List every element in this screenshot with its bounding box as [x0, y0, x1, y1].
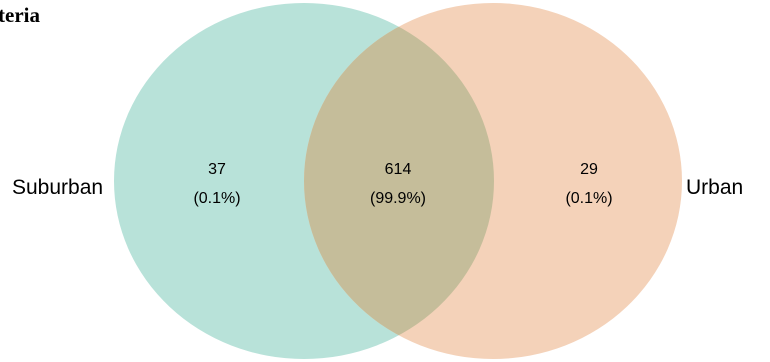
intersection-percent: (99.9%) [370, 190, 426, 207]
diagram-title: teria [0, 3, 40, 27]
right-only-count: 29 [580, 161, 598, 178]
right-only-percent: (0.1%) [565, 190, 612, 207]
left-only-percent: (0.1%) [193, 190, 240, 207]
intersection-count: 614 [385, 161, 412, 178]
urban-set-label: Urban [686, 176, 743, 199]
left-only-count: 37 [208, 161, 226, 178]
intersection-region [304, 3, 494, 359]
suburban-set-label: Suburban [12, 176, 103, 199]
